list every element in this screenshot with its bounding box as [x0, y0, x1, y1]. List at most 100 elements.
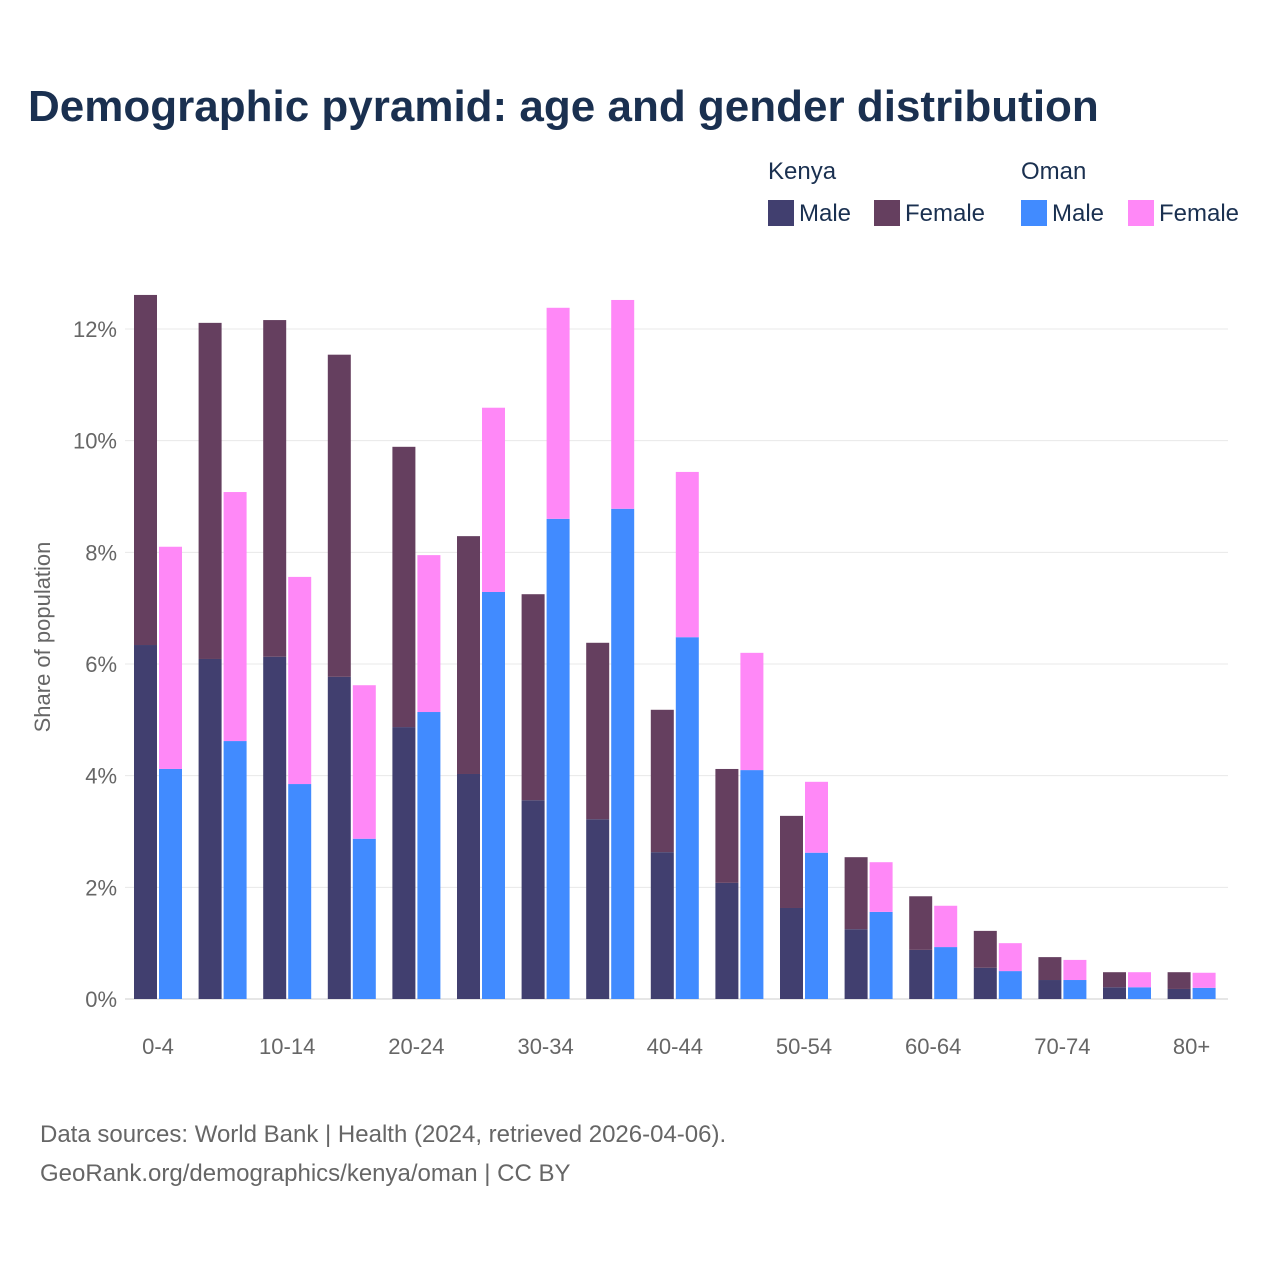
bar-oman-female: [1063, 959, 1087, 981]
x-tick-label: 60-64: [905, 1034, 961, 1059]
bar-kenya-male: [1167, 988, 1191, 999]
bar-kenya-male: [521, 800, 545, 999]
bar-kenya-male: [586, 819, 610, 999]
y-tick-label: 10%: [73, 429, 117, 454]
legend-kenya-female: Female: [874, 200, 985, 228]
bar-kenya-female: [134, 294, 157, 646]
bar-oman-female: [352, 685, 376, 839]
bar-oman-female: [805, 781, 828, 853]
legend-group-kenya: Kenya: [768, 158, 837, 185]
y-tick-label: 4%: [85, 764, 117, 789]
bar-kenya-female: [650, 709, 674, 853]
bar-oman-male: [675, 637, 699, 999]
bar-kenya-male: [844, 929, 868, 999]
bar-kenya-male: [715, 882, 739, 999]
x-tick-label: 10-14: [259, 1034, 315, 1059]
bar-oman-male: [546, 518, 570, 999]
x-tick-label: 30-34: [517, 1034, 573, 1059]
bar-oman-female: [869, 862, 893, 912]
bar-oman-male: [288, 784, 312, 999]
bar-kenya-male: [457, 773, 480, 999]
legend-label: Female: [905, 200, 986, 227]
bar-kenya-female: [327, 354, 351, 677]
bar-oman-female: [482, 407, 505, 592]
bar-oman-male: [869, 911, 893, 999]
bar-kenya-male: [198, 658, 222, 999]
y-tick-label: 2%: [85, 875, 117, 900]
x-tick-label: 50-54: [776, 1034, 832, 1059]
legend-swatch: [1021, 200, 1047, 226]
bar-oman-female: [159, 546, 182, 769]
y-tick-label: 6%: [85, 652, 117, 677]
bar-oman-male: [352, 838, 376, 999]
bar-kenya-female: [263, 320, 287, 657]
bar-oman-female: [998, 943, 1022, 972]
bar-oman-male: [611, 508, 635, 999]
bar-oman-male: [805, 852, 828, 999]
bar-kenya-female: [586, 642, 610, 820]
bar-kenya-female: [973, 930, 997, 968]
source-note: Data sources: World Bank | Health (2024,…: [40, 1115, 726, 1193]
y-tick-label: 0%: [85, 987, 117, 1012]
bar-oman-female: [611, 299, 635, 509]
bar-oman-male: [482, 591, 505, 999]
bar-oman-male: [1063, 980, 1087, 999]
x-tick-label: 20-24: [388, 1034, 444, 1059]
bar-kenya-female: [844, 857, 868, 930]
bar-oman-male: [934, 947, 958, 999]
bar-oman-male: [740, 770, 764, 999]
bar-kenya-female: [715, 768, 739, 883]
bar-kenya-female: [1103, 972, 1126, 988]
bar-oman-female: [288, 576, 312, 785]
x-tick-label: 80+: [1173, 1034, 1210, 1059]
bar-kenya-female: [457, 536, 480, 774]
bar-kenya-female: [1167, 972, 1191, 989]
bar-oman-female: [417, 555, 441, 713]
bar-oman-female: [675, 471, 699, 638]
legend-oman-male: Male: [1021, 200, 1104, 228]
bar-oman-male: [1128, 987, 1151, 999]
legend-kenya-male: Male: [768, 200, 851, 228]
legend-swatch: [874, 200, 900, 226]
source-line-2: GeoRank.org/demographics/kenya/oman | CC…: [40, 1160, 571, 1187]
bar-oman-male: [159, 768, 182, 999]
y-axis-label: Share of population: [30, 542, 55, 733]
bar-oman-female: [223, 492, 247, 742]
bar-oman-female: [934, 905, 958, 948]
bar-kenya-male: [909, 949, 933, 999]
bar-oman-male: [223, 741, 247, 999]
legend-label: Female: [1159, 200, 1240, 227]
bar-kenya-male: [134, 645, 157, 999]
bar-oman-female: [1192, 972, 1216, 988]
legend-label: Male: [1052, 200, 1105, 227]
bar-kenya-female: [392, 446, 416, 728]
bar-kenya-male: [1103, 987, 1126, 999]
bar-oman-male: [417, 712, 441, 999]
x-tick-label: 0-4: [142, 1034, 174, 1059]
bar-kenya-female: [1038, 957, 1062, 981]
bar-kenya-male: [650, 852, 674, 999]
x-tick-label: 70-74: [1034, 1034, 1090, 1059]
bar-oman-female: [1128, 972, 1151, 988]
bar-kenya-female: [521, 594, 545, 801]
bar-oman-female: [546, 307, 570, 519]
chart-title: Demographic pyramid: age and gender dist…: [28, 82, 1099, 131]
bar-kenya-female: [909, 896, 933, 950]
legend-swatch: [1128, 200, 1154, 226]
legend-group-oman: Oman: [1021, 158, 1087, 185]
y-tick-label: 12%: [73, 317, 117, 342]
bar-kenya-male: [780, 907, 803, 999]
source-line-1: Data sources: World Bank | Health (2024,…: [40, 1121, 727, 1148]
bar-kenya-female: [780, 815, 803, 908]
bar-kenya-female: [198, 322, 222, 659]
legend-oman-female: Female: [1128, 200, 1239, 228]
bar-kenya-male: [392, 727, 416, 999]
bar-kenya-male: [263, 656, 287, 999]
bar-oman-female: [740, 652, 764, 771]
bar-kenya-male: [973, 967, 997, 999]
bar-oman-male: [998, 971, 1022, 999]
legend-swatch: [768, 200, 794, 226]
x-tick-label: 40-44: [647, 1034, 703, 1059]
bar-oman-male: [1192, 987, 1216, 999]
